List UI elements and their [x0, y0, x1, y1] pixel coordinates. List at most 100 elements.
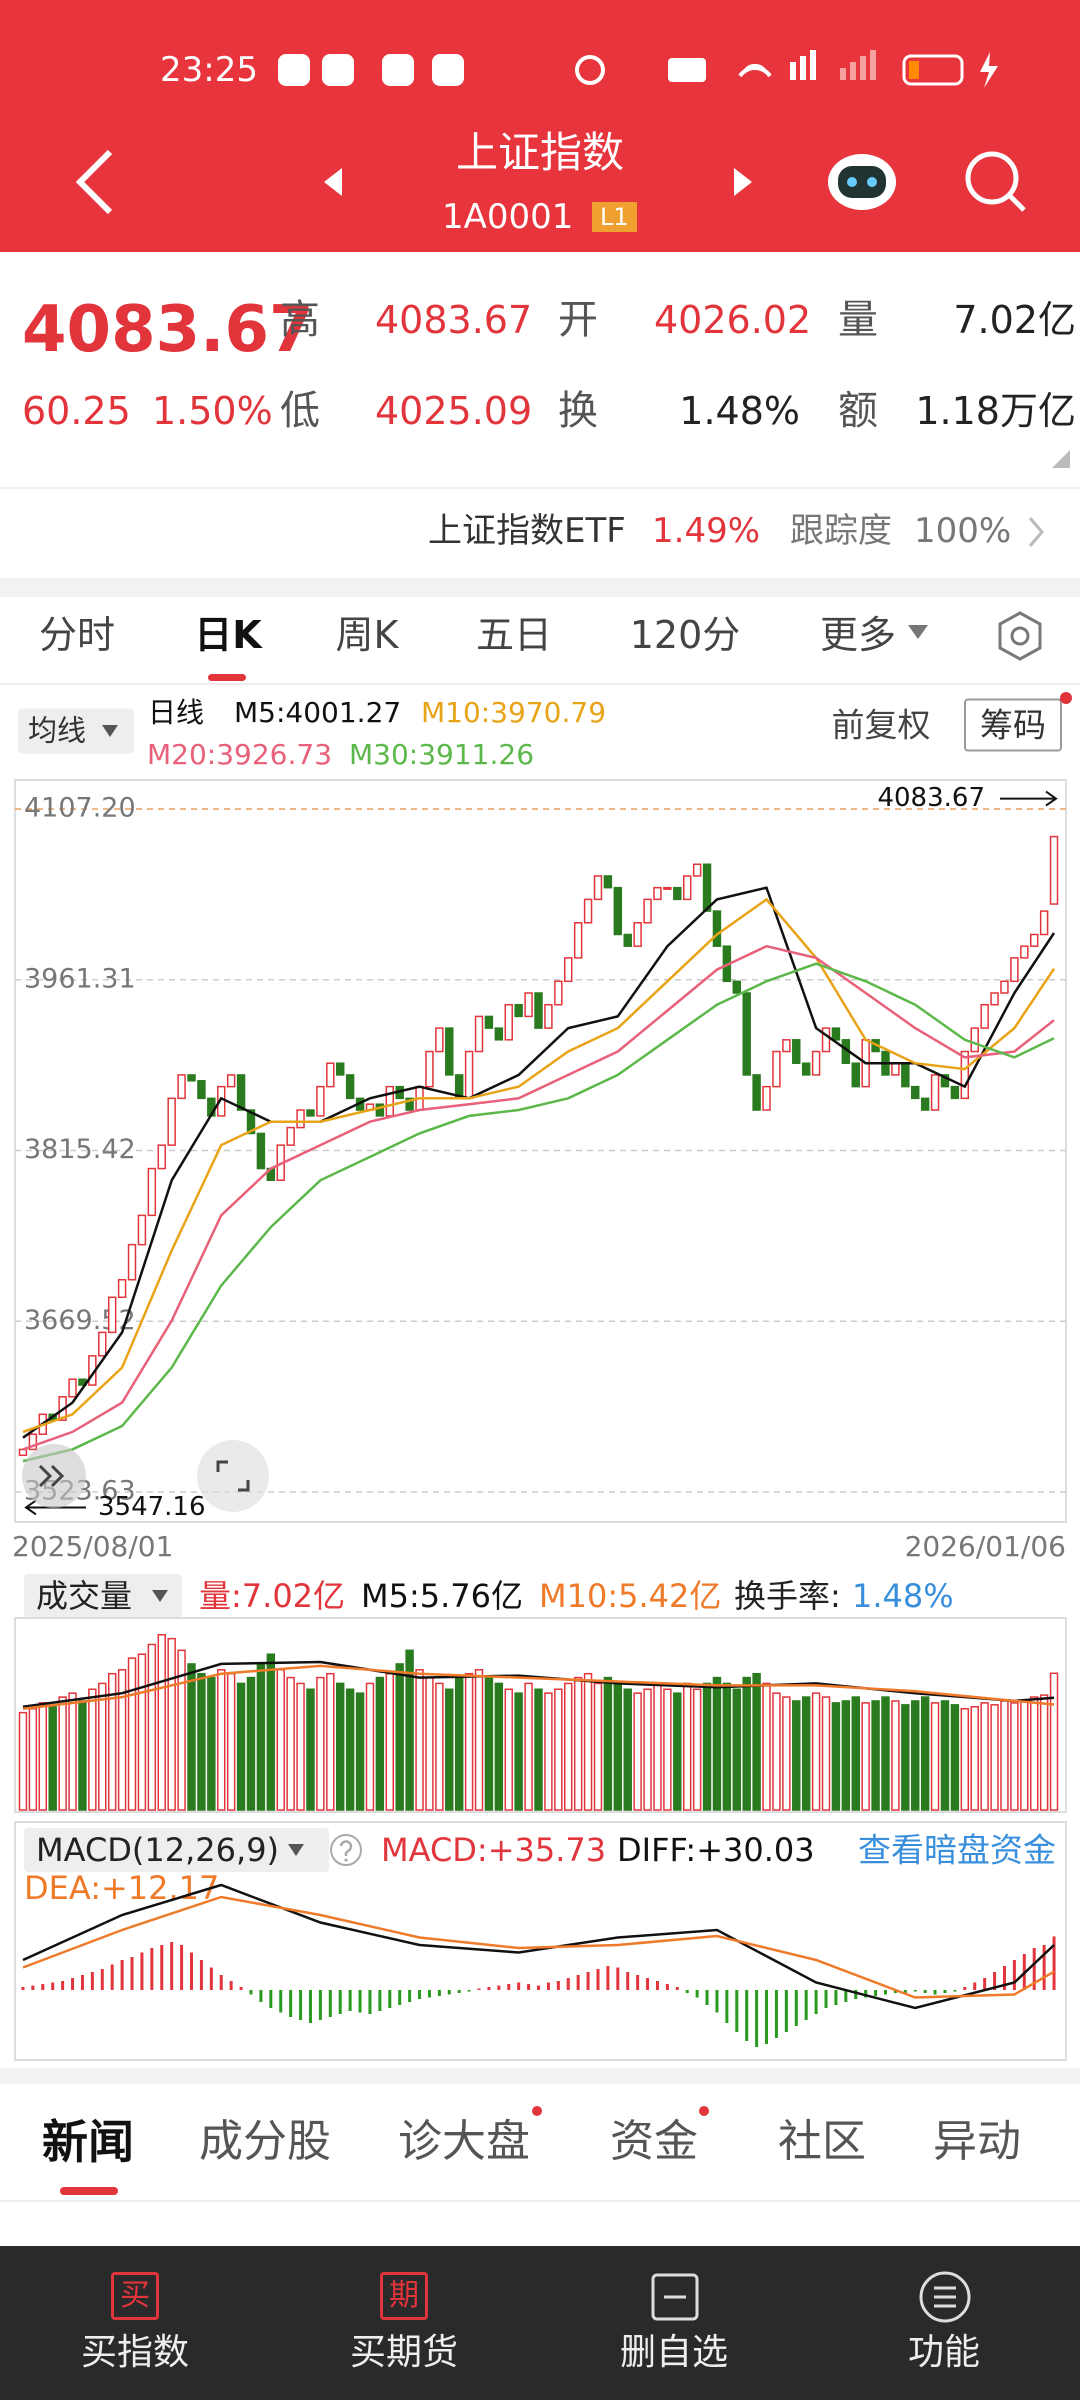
volume-bar: [712, 1676, 722, 1811]
dark-pool-link[interactable]: 查看暗盘资金: [858, 1830, 1056, 1870]
corner-mark: [1052, 450, 1070, 468]
macd-bar: [983, 1978, 987, 1990]
macd-bar: [715, 1990, 719, 2013]
volume-bar: [821, 1696, 831, 1811]
volume-bar: [88, 1688, 97, 1811]
candle-body: [1000, 980, 1009, 994]
candle-body: [1010, 957, 1019, 983]
header-code: 1A0001: [442, 197, 574, 237]
nav-label[interactable]: 买指数: [80, 2332, 190, 2373]
help-button[interactable]: [328, 1832, 364, 1868]
legend-entry: M30:3911.26: [349, 738, 535, 771]
candle-body: [623, 933, 632, 947]
divider: [0, 487, 1080, 489]
assistant-button[interactable]: [828, 154, 896, 210]
macd-bar: [308, 1990, 312, 2023]
adjust-button[interactable]: 前复权: [831, 705, 931, 745]
volume-bar: [851, 1696, 860, 1811]
macd-bar: [299, 1990, 303, 2020]
candle-body: [98, 1331, 107, 1357]
prev-button[interactable]: [324, 168, 342, 196]
candle-body: [524, 992, 533, 1018]
divider: [0, 2200, 1080, 2202]
etf-name[interactable]: 上证指数ETF: [428, 511, 626, 551]
macd-bar: [120, 1960, 124, 1990]
search-button[interactable]: [965, 151, 1026, 212]
candle-body: [841, 1039, 851, 1064]
volume-bar: [633, 1692, 642, 1811]
candle-body: [960, 1050, 970, 1100]
candle-body: [663, 886, 672, 890]
volume-bar: [702, 1682, 712, 1811]
volume-bar: [940, 1700, 950, 1811]
fullscreen-button: [197, 1440, 269, 1512]
volume-bar: [147, 1643, 157, 1811]
volume-bar: [692, 1688, 702, 1811]
candle-body: [326, 1062, 335, 1088]
period-tab[interactable]: 更多: [819, 613, 897, 657]
volume-bar: [365, 1682, 375, 1811]
candle-body: [1029, 933, 1039, 947]
macd-bar: [219, 1975, 223, 1990]
volume-bar: [435, 1682, 444, 1811]
period-tab[interactable]: 周K: [335, 613, 399, 657]
macd-bar: [160, 1945, 164, 1990]
nav-label[interactable]: 删自选: [619, 2332, 729, 2373]
candle-body: [851, 1062, 860, 1088]
news-tab[interactable]: 异动: [933, 2116, 1021, 2167]
legend-entry: M5:4001.27: [234, 696, 402, 729]
macd-bar: [874, 1990, 878, 1996]
news-tab[interactable]: 资金: [610, 2116, 698, 2167]
volume-bar: [970, 1706, 979, 1811]
volume-bar: [772, 1692, 781, 1811]
candle-body: [68, 1378, 77, 1398]
back-button[interactable]: [75, 149, 113, 215]
volume-bar: [593, 1682, 603, 1811]
ma-button[interactable]: 均线: [18, 708, 135, 754]
volume-bar: [137, 1653, 147, 1811]
candle-body: [990, 992, 999, 1006]
chips-button[interactable]: 筹码: [964, 698, 1062, 752]
volume-bar: [544, 1692, 553, 1811]
news-tab[interactable]: 成分股: [199, 2116, 331, 2167]
news-tab[interactable]: 社区: [778, 2116, 866, 2167]
macd-bar: [1022, 1954, 1026, 1990]
volume-selector[interactable]: 成交量: [24, 1574, 183, 1618]
candle-body: [266, 1167, 276, 1182]
macd-bar: [239, 1987, 243, 1990]
volume-bar: [792, 1700, 801, 1811]
macd-bar: [933, 1990, 937, 1995]
candle-body: [474, 1015, 484, 1053]
period-tab[interactable]: 120分: [629, 613, 741, 657]
volume-bar: [326, 1672, 335, 1811]
settings-button[interactable]: [994, 610, 1046, 662]
field-value: 4083.67: [375, 298, 533, 342]
macd-bar: [51, 1982, 55, 1990]
candle-body: [792, 1039, 801, 1064]
period-tab-active[interactable]: 日K: [194, 613, 262, 657]
indicator-selector[interactable]: MACD(12,26,9): [24, 1828, 330, 1872]
candle-body: [435, 1027, 444, 1053]
y-tick-label: 3523.63: [24, 1476, 136, 1507]
nav-label[interactable]: 功能: [907, 2332, 981, 2373]
macd-bar: [378, 1990, 382, 2011]
period-tab[interactable]: 五日: [475, 613, 553, 657]
macd-bar: [1032, 1948, 1036, 1990]
candle-body: [950, 1085, 960, 1100]
volume-bar: [18, 1711, 28, 1811]
volume-bar: [306, 1688, 315, 1811]
header-title: 上证指数: [455, 128, 625, 177]
marker-arrow: [1000, 790, 1058, 807]
field-value: 1.18万亿: [915, 389, 1076, 433]
next-button[interactable]: [734, 168, 752, 196]
nav-label[interactable]: 买期货: [349, 2332, 459, 2373]
macd-bar: [289, 1990, 293, 2017]
macd-bar: [388, 1990, 392, 2008]
period-tab[interactable]: 分时: [38, 613, 116, 657]
news-tab-active[interactable]: 新闻: [42, 2115, 134, 2169]
volume-bar: [643, 1688, 652, 1811]
news-tab[interactable]: 诊大盘: [398, 2116, 530, 2167]
legend-entry: M20:3926.73: [147, 738, 333, 771]
volume-bar: [564, 1682, 573, 1811]
volume-bar: [167, 1637, 176, 1811]
